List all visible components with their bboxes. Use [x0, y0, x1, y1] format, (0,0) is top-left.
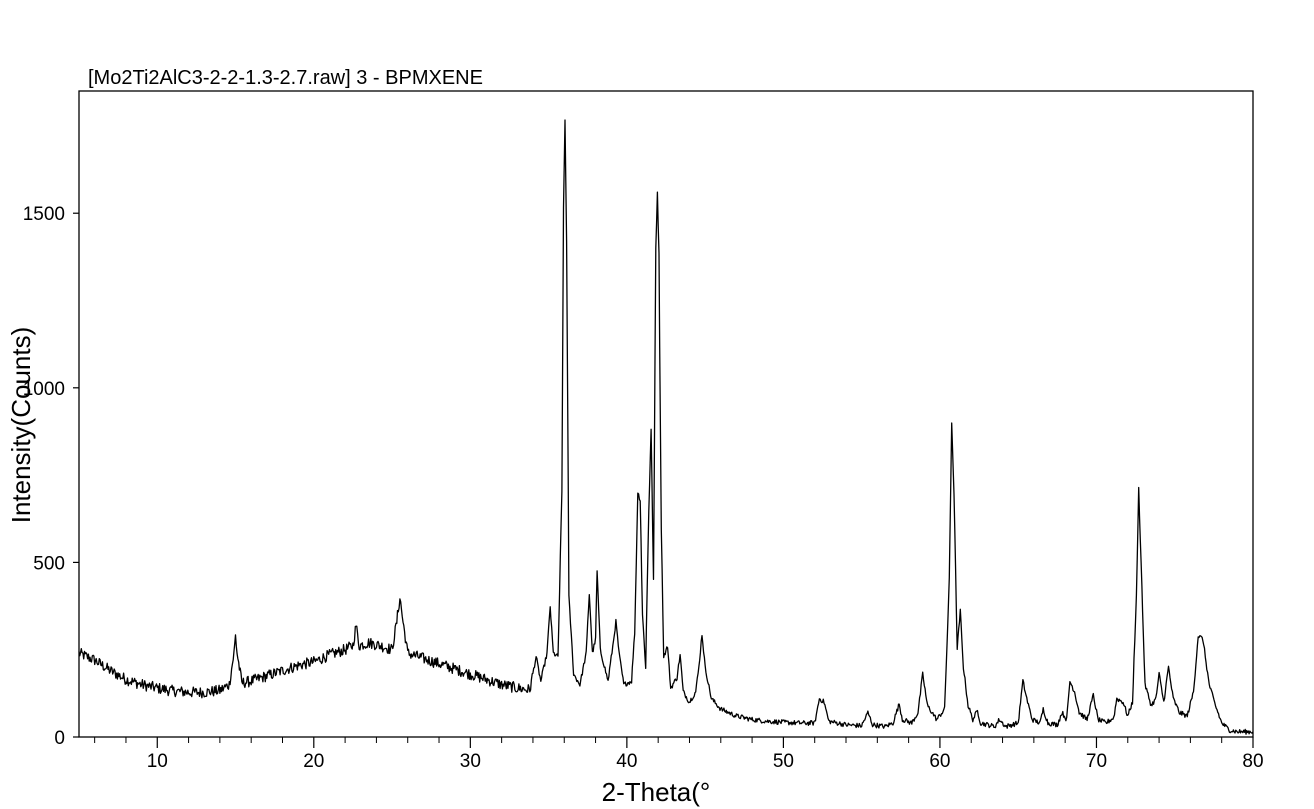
x-tick-label-0: 10 [147, 751, 168, 772]
series-layer [78, 119, 1254, 735]
plot-frame [78, 90, 1254, 738]
x-tick-label-3: 40 [616, 751, 637, 772]
x-tick-label-1: 20 [303, 751, 324, 772]
x-tick-label-2: 30 [460, 751, 481, 772]
x-axis-title: 2-Theta(° [602, 777, 711, 807]
x-tick-label-4: 50 [773, 751, 794, 772]
y-axis-title: Intensity(Counts) [6, 327, 36, 524]
x-tick-label-7: 80 [1242, 751, 1263, 772]
series-line-0 [78, 119, 1254, 735]
axis-ticks: 10 20 30 40 50 60 70 80 0 500 1000 1500 [23, 204, 1264, 772]
chart-title: [Mo2Ti2AlC3-2-2-1.3-2.7.raw] 3 - BPMXENE [88, 67, 483, 89]
y-tick-label-3: 1500 [23, 204, 65, 225]
y-tick-label-2: 1000 [23, 379, 65, 400]
x-tick-label-6: 70 [1086, 751, 1107, 772]
y-tick-label-0: 0 [54, 728, 65, 749]
x-tick-label-5: 60 [929, 751, 950, 772]
y-tick-label-1: 500 [33, 553, 65, 574]
